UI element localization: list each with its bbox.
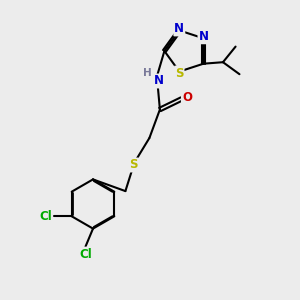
Text: O: O [182,91,192,104]
Text: S: S [130,158,138,172]
Text: N: N [174,22,184,35]
Text: N: N [153,74,164,88]
Text: S: S [175,67,184,80]
Text: H: H [143,68,152,79]
Text: Cl: Cl [39,210,52,223]
Text: N: N [199,30,208,43]
Text: Cl: Cl [79,248,92,261]
